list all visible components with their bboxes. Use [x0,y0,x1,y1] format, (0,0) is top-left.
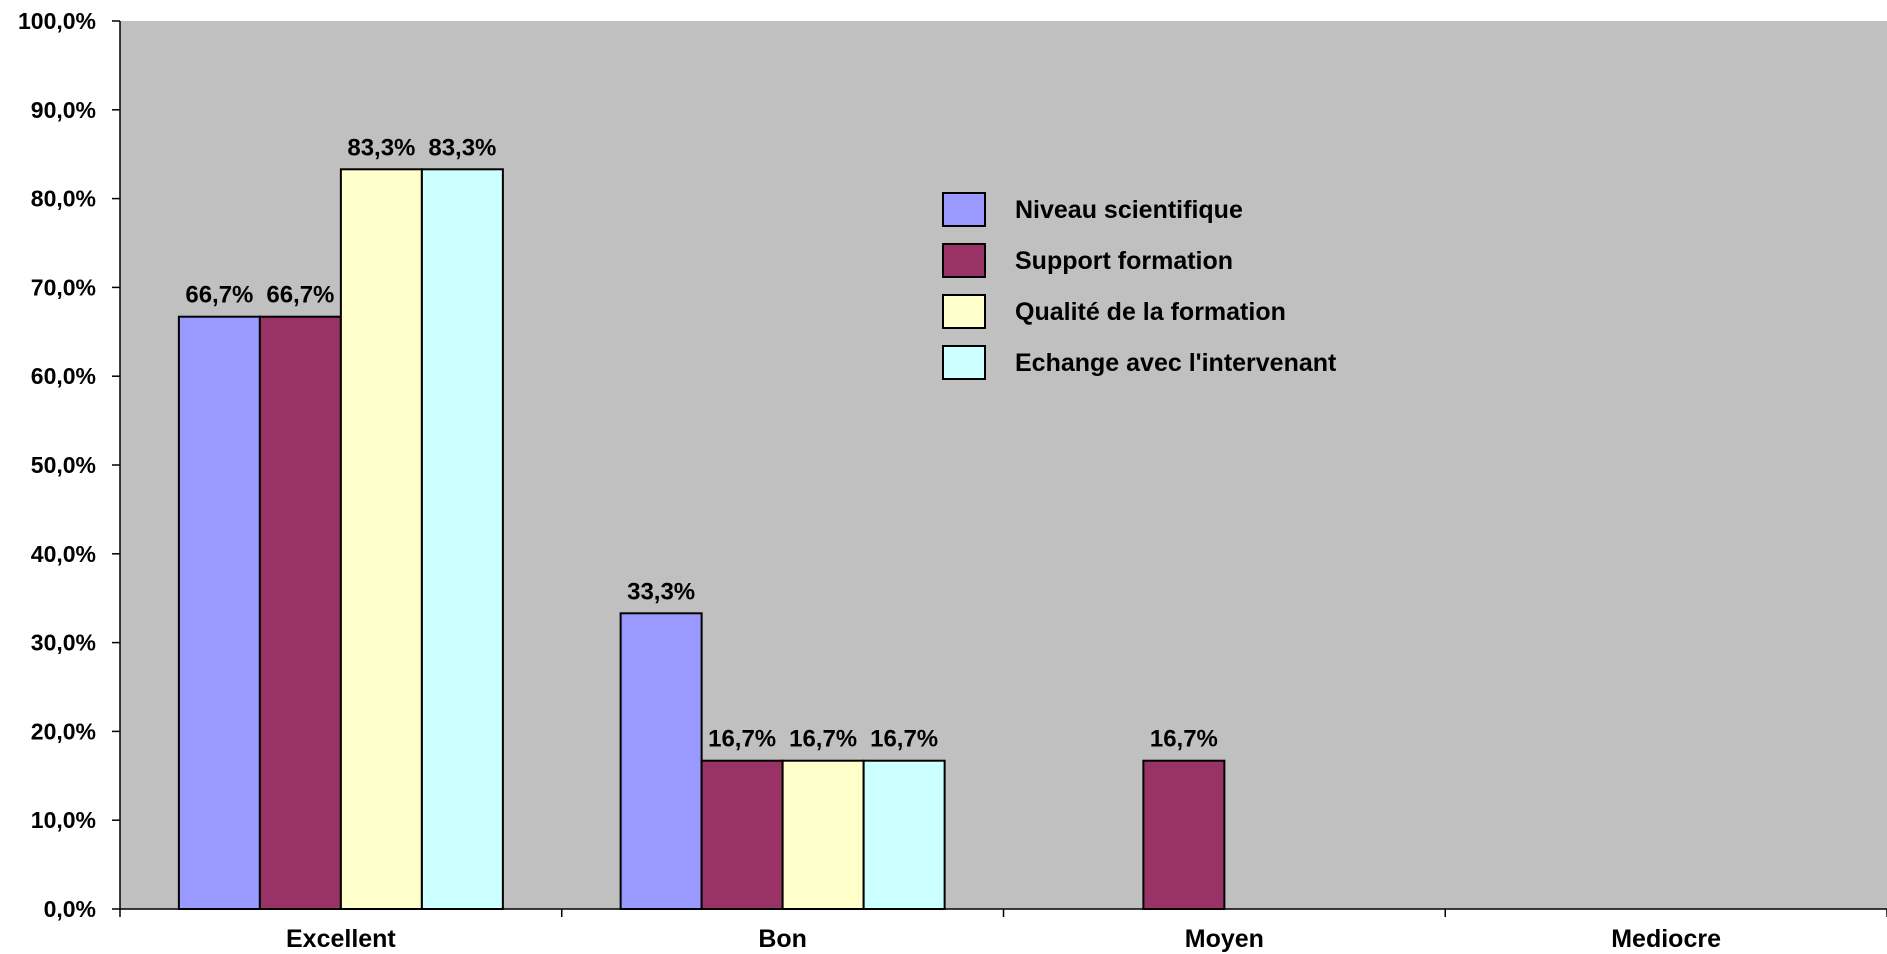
legend-swatch [942,345,986,380]
data-label: 66,7% [185,282,253,309]
data-labels: 66,7% 33,3% 66,7% 16,7% 16,7% 83,3% 16,7% 83,3%… [185,134,1218,752]
x-tick-label: Moyen [1185,925,1264,953]
y-tick-label: 40,0% [31,541,96,567]
bars [177,168,1226,911]
bar [781,759,865,910]
y-tick-label: 50,0% [31,452,96,478]
y-tick-label: 0,0% [44,896,96,922]
bar [420,168,504,910]
data-label: 83,3% [428,134,496,161]
legend-label: Niveau scientifique [1015,196,1243,224]
legend-swatch [942,192,986,227]
y-tick-label: 10,0% [31,807,96,833]
x-tick-label: Excellent [286,925,396,953]
y-tick-label: 60,0% [31,363,96,389]
bar [258,315,342,911]
legend-swatch [942,243,986,278]
x-tick-label: Bon [758,925,807,953]
data-label: 16,7% [789,726,857,753]
legend-swatch [942,294,986,329]
legend-label: Support formation [1015,247,1233,275]
data-label: 16,7% [870,726,938,753]
data-label: 66,7% [266,282,334,309]
bar [862,759,946,910]
y-tick-label: 30,0% [31,630,96,656]
data-label: 33,3% [627,578,695,605]
legend-label: Qualité de la formation [1015,298,1286,326]
bar [700,759,784,910]
bar [177,315,261,911]
data-label: 16,7% [708,726,776,753]
x-tick-label: Mediocre [1611,925,1721,953]
bar [619,612,703,911]
legend: Niveau scientifique Support formation Qual… [942,192,1337,380]
data-label: 83,3% [347,134,415,161]
y-tick-label: 90,0% [31,97,96,123]
bar [339,168,423,910]
y-tick-label: 20,0% [31,718,96,744]
legend-label: Echange avec l'intervenant [1015,349,1337,377]
axes: 0,0% 10,0% 20,0% 30,0% 40,0% 50,0% 60,0% 70,0% 8… [18,8,1887,953]
y-tick-label: 70,0% [31,274,96,300]
y-tick-label: 100,0% [18,8,96,34]
y-tick-label: 80,0% [31,186,96,212]
bar [1142,759,1226,910]
data-label: 16,7% [1150,726,1218,753]
